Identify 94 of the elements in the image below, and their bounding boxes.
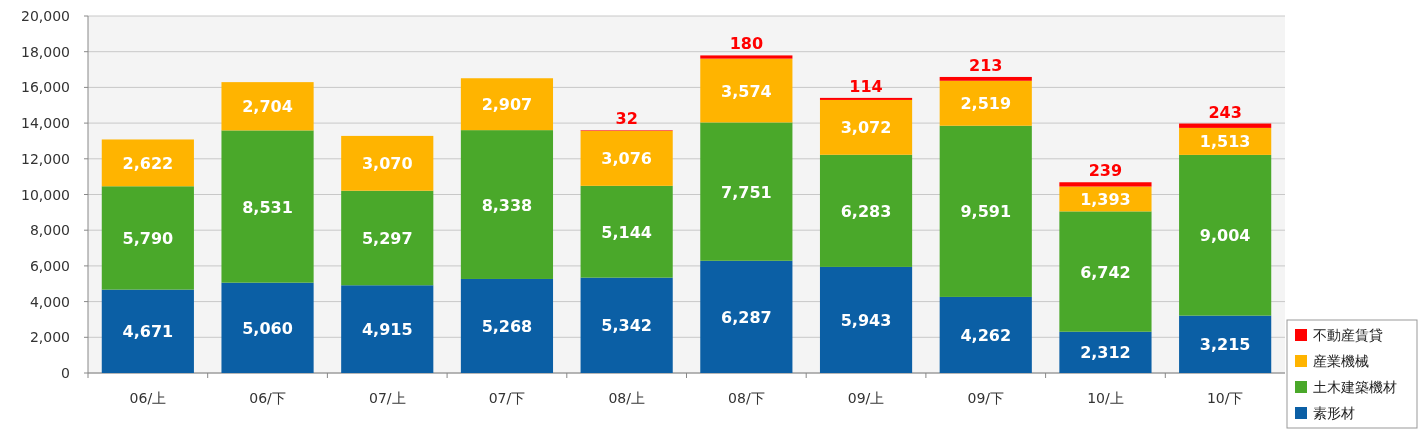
data-label: 5,943 — [840, 310, 892, 330]
data-label: 3,574 — [721, 81, 772, 101]
data-label: 8,338 — [481, 195, 533, 215]
x-tick-label: 08/上 — [608, 390, 645, 406]
bar — [341, 285, 434, 373]
data-label: 2,704 — [242, 97, 293, 117]
legend-label: 素形材 — [1313, 405, 1355, 421]
data-label: 32 — [615, 109, 638, 129]
y-tick-label: 6,000 — [29, 257, 70, 274]
bar — [221, 130, 314, 283]
x-tick-label: 08/下 — [728, 390, 765, 406]
data-label: 3,215 — [1199, 335, 1251, 355]
x-tick-label: 06/上 — [129, 390, 167, 406]
data-label: 213 — [969, 55, 1003, 75]
data-label: 7,751 — [721, 182, 772, 202]
data-label: 2,312 — [1080, 343, 1131, 363]
y-tick-label: 4,000 — [29, 293, 70, 310]
x-tick-label: 09/下 — [967, 390, 1005, 406]
bar — [1179, 123, 1272, 128]
legend-label: 産業機械 — [1313, 353, 1369, 369]
bar — [221, 282, 314, 373]
y-tick-label: 12,000 — [21, 150, 70, 167]
bar — [700, 260, 793, 373]
bar — [939, 80, 1032, 126]
y-tick-label: 14,000 — [21, 115, 70, 132]
y-tick-label: 0 — [61, 365, 70, 381]
data-label: 5,060 — [242, 318, 293, 338]
bar — [341, 190, 434, 286]
bar — [819, 154, 913, 267]
y-tick-label: 20,000 — [21, 8, 70, 24]
x-tick-label: 06/下 — [249, 390, 286, 406]
bar — [341, 135, 434, 191]
data-label: 5,790 — [122, 228, 174, 248]
bar — [1059, 211, 1152, 332]
data-label: 6,742 — [1080, 262, 1131, 282]
data-label: 5,268 — [481, 316, 533, 336]
bar — [460, 278, 554, 373]
y-tick-label: 2,000 — [29, 329, 70, 346]
data-label: 2,907 — [481, 95, 533, 115]
bar — [221, 82, 314, 131]
data-label: 3,070 — [361, 154, 413, 174]
data-label: 6,283 — [840, 201, 892, 221]
data-label: 5,342 — [601, 316, 652, 336]
bar — [580, 277, 673, 373]
data-label: 4,262 — [960, 325, 1012, 345]
data-label: 1,393 — [1080, 189, 1131, 209]
bar — [939, 76, 1032, 81]
bar — [939, 296, 1032, 373]
bar — [700, 122, 793, 261]
y-tick-label: 16,000 — [21, 79, 70, 96]
legend-label: 不動産賃貸 — [1313, 327, 1383, 343]
y-tick-label: 18,000 — [21, 43, 70, 60]
data-label: 3,072 — [840, 118, 892, 138]
data-label: 243 — [1208, 102, 1242, 122]
bar — [1059, 331, 1152, 373]
data-label: 8,531 — [242, 197, 293, 217]
legend-label: 土木建築機材 — [1313, 379, 1397, 395]
data-label: 5,297 — [361, 228, 413, 248]
bar — [700, 58, 793, 123]
x-tick-label: 09/上 — [847, 390, 885, 406]
bar — [1179, 315, 1272, 373]
data-label: 5,144 — [601, 222, 652, 242]
data-label: 2,519 — [960, 94, 1012, 114]
bar — [1179, 154, 1272, 316]
data-label: 180 — [729, 34, 764, 54]
x-tick-label: 10/上 — [1087, 390, 1124, 406]
y-tick-label: 8,000 — [29, 222, 70, 239]
data-label: 6,287 — [721, 307, 772, 327]
data-label: 9,591 — [960, 202, 1012, 222]
data-label: 239 — [1088, 161, 1123, 181]
y-tick-label: 10,000 — [21, 186, 70, 203]
bar — [460, 78, 554, 131]
x-tick-label: 07/上 — [368, 390, 406, 406]
bar — [1059, 182, 1152, 187]
data-label: 2,622 — [122, 153, 174, 173]
bar — [939, 125, 1032, 297]
data-label: 1,513 — [1199, 132, 1251, 152]
data-label: 4,671 — [122, 322, 174, 342]
bar — [101, 186, 194, 290]
x-tick-label: 10/下 — [1206, 390, 1244, 406]
bar — [580, 185, 673, 278]
data-label: 3,076 — [601, 149, 652, 169]
bar — [101, 139, 194, 187]
data-label: 9,004 — [1199, 226, 1251, 246]
bar — [460, 130, 554, 279]
data-label: 114 — [849, 76, 883, 96]
bar — [819, 266, 913, 373]
bar — [819, 97, 913, 100]
bar — [580, 130, 673, 186]
bar — [101, 289, 194, 373]
data-label: 4,915 — [361, 320, 413, 340]
bar — [700, 55, 793, 59]
x-tick-label: 07/下 — [488, 390, 526, 406]
bar — [819, 99, 913, 155]
